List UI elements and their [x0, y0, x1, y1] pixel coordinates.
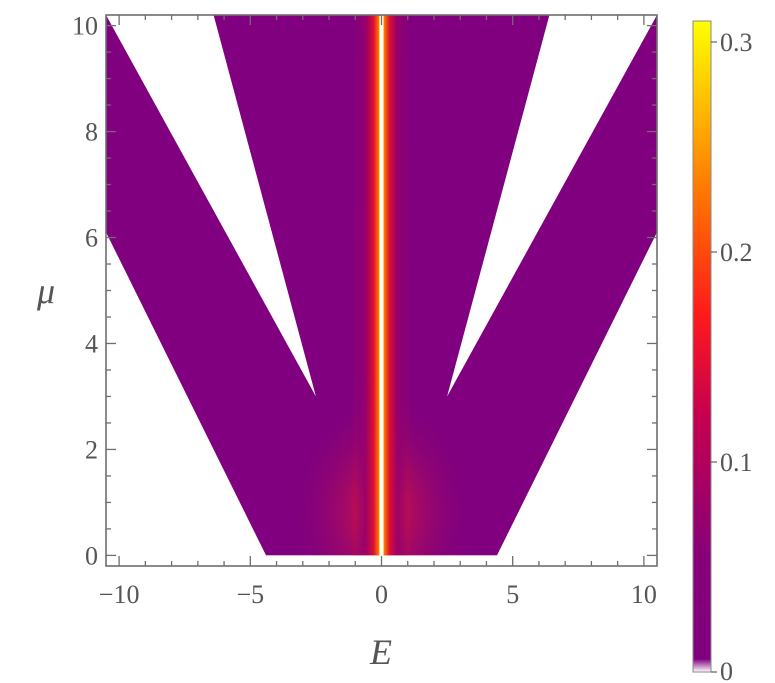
peak-line: [379, 15, 384, 556]
x-tick-label: 5: [506, 580, 519, 609]
x-tick-label: −5: [236, 580, 264, 609]
colorbar: 0 0.1 0.2 0.3: [692, 20, 753, 683]
colorbar-tick-label: 0.1: [720, 448, 753, 477]
x-tick-label: −10: [99, 580, 140, 609]
inner-gap-right: [447, 15, 657, 397]
colorbar-tick-label: 0.3: [720, 28, 753, 57]
y-axis-label: μ: [36, 271, 55, 311]
colorbar-tick-label: 0.2: [720, 238, 753, 267]
y-tick-label: 0: [85, 541, 98, 570]
inner-gap-left: [106, 15, 316, 397]
colorbar-tick-label: 0: [720, 657, 733, 683]
x-axis-label: E: [369, 632, 392, 672]
plot-area: [106, 15, 657, 566]
y-tick-label: 6: [85, 224, 98, 253]
colorbar-gradient: [692, 20, 712, 673]
y-tick-label: 2: [85, 435, 98, 464]
axis-ticks: −10 −5 0 5 10 0 2 4 6 8 10: [72, 12, 657, 609]
y-tick-label: 10: [72, 12, 98, 41]
y-tick-label: 8: [85, 118, 98, 147]
x-tick-label: 0: [375, 580, 388, 609]
y-tick-label: 4: [85, 329, 98, 358]
x-tick-label: 10: [631, 580, 657, 609]
